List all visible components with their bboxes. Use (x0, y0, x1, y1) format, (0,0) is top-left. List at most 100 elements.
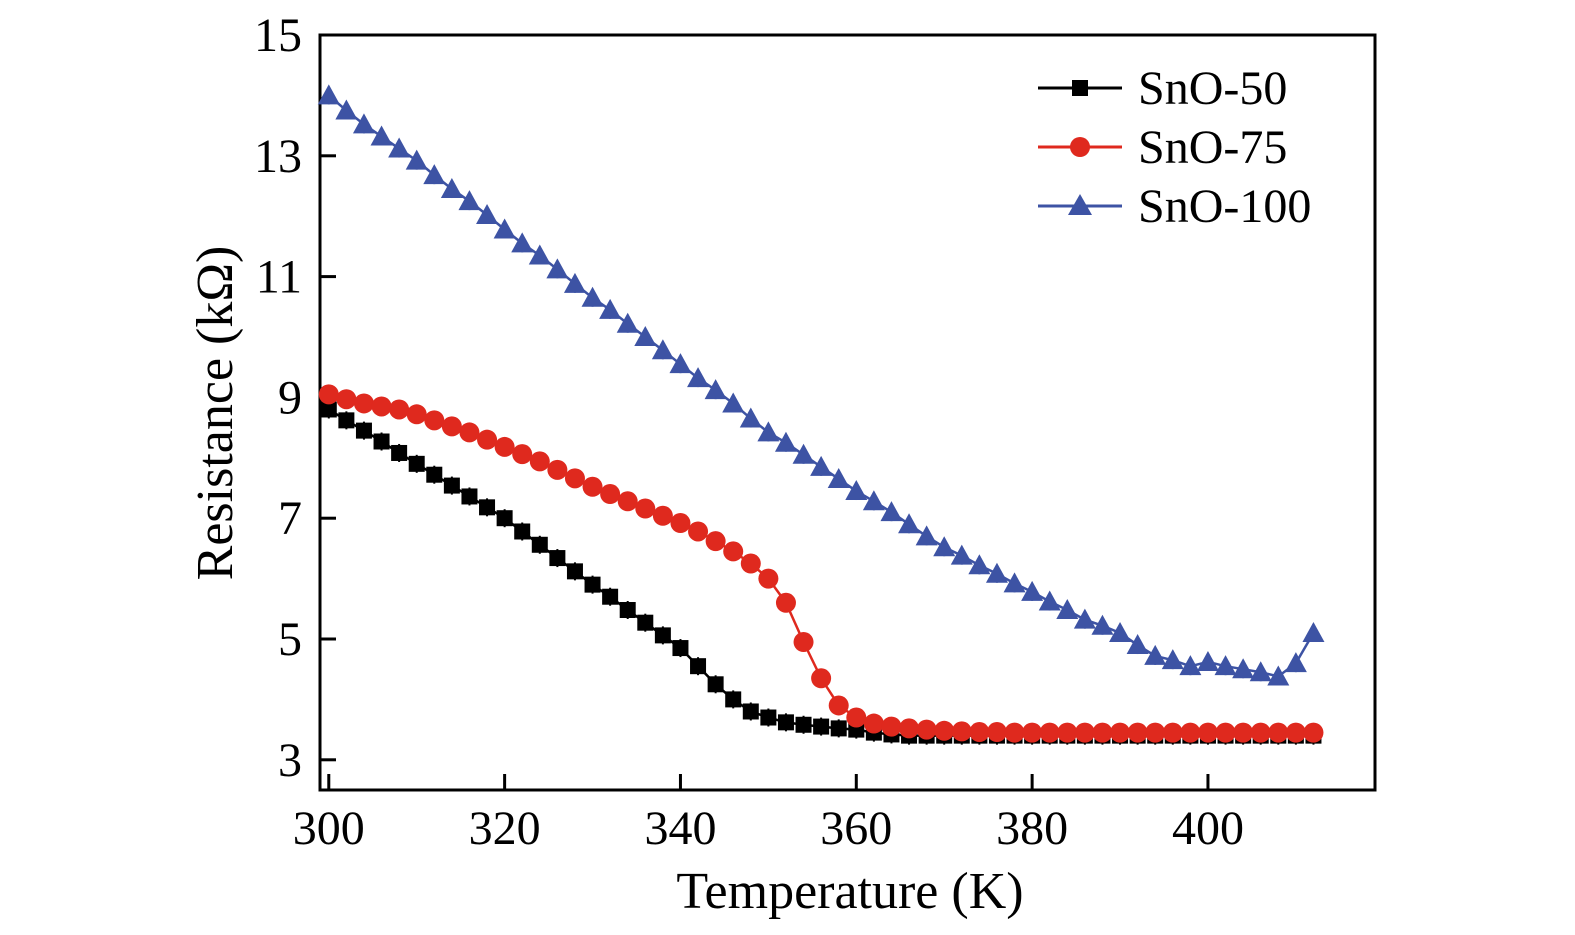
triangle-marker-icon (405, 149, 428, 170)
circle-marker-icon (986, 722, 1007, 743)
legend-item-sno-75: SnO-75 (1038, 121, 1287, 174)
square-marker-icon (619, 602, 636, 619)
square-marker-icon (461, 488, 478, 505)
circle-marker-icon (951, 721, 972, 742)
circle-marker-icon (1285, 722, 1306, 743)
legend-item-sno-50: SnO-50 (1038, 62, 1287, 115)
triangle-marker-icon (687, 367, 710, 388)
square-marker-icon (690, 658, 707, 675)
circle-marker-icon (1250, 722, 1271, 743)
circle-marker-icon (336, 389, 357, 410)
triangle-marker-icon (1284, 652, 1307, 673)
circle-marker-icon (670, 513, 691, 534)
triangle-marker-icon (915, 525, 938, 546)
circle-marker-icon (1162, 722, 1183, 743)
circle-marker-icon (705, 531, 726, 552)
triangle-marker-icon (511, 232, 534, 253)
circle-marker-icon (494, 436, 515, 457)
triangle-marker-icon (528, 244, 551, 265)
triangle-marker-icon (1021, 580, 1044, 601)
circle-marker-icon (459, 422, 480, 443)
triangle-marker-icon (1003, 572, 1026, 593)
circle-marker-icon (406, 404, 427, 425)
circle-marker-icon (688, 521, 709, 542)
triangle-marker-icon (1144, 644, 1167, 665)
legend-label-sno-100: SnO-100 (1138, 180, 1311, 233)
triangle-marker-icon (651, 339, 674, 360)
square-marker-icon (637, 614, 654, 631)
x-tick-label: 320 (469, 802, 541, 855)
y-tick-label: 15 (254, 9, 302, 62)
circle-marker-icon (846, 707, 867, 728)
square-marker-icon (549, 550, 566, 567)
triangle-marker-icon (669, 353, 692, 374)
circle-marker-icon (811, 668, 832, 689)
circle-marker-icon (863, 713, 884, 734)
square-marker-icon (496, 510, 513, 527)
legend-square-marker-icon (1072, 80, 1088, 96)
square-marker-icon (391, 444, 408, 461)
circle-marker-icon (881, 716, 902, 737)
circle-marker-icon (600, 484, 621, 505)
square-marker-icon (707, 676, 724, 693)
triangle-marker-icon (950, 544, 973, 565)
triangle-marker-icon (1232, 658, 1255, 679)
x-tick-label: 340 (644, 802, 716, 855)
triangle-marker-icon (1056, 599, 1079, 620)
circle-marker-icon (1145, 722, 1166, 743)
square-marker-icon (602, 588, 619, 605)
circle-marker-icon (1074, 722, 1095, 743)
triangle-marker-icon (581, 286, 604, 307)
legend-circle-marker-icon (1070, 137, 1090, 157)
square-marker-icon (830, 720, 847, 737)
triangle-marker-icon (774, 431, 797, 452)
square-marker-icon (443, 477, 460, 494)
square-marker-icon (672, 640, 689, 657)
square-marker-icon (373, 433, 390, 450)
circle-marker-icon (318, 384, 339, 405)
triangle-marker-icon (968, 554, 991, 575)
triangle-marker-icon (1126, 634, 1149, 655)
triangle-marker-icon (599, 298, 622, 319)
circle-marker-icon (828, 695, 849, 716)
y-tick-label: 3 (278, 734, 302, 787)
circle-marker-icon (1039, 722, 1060, 743)
triangle-marker-icon (476, 203, 499, 224)
circle-marker-icon (1268, 722, 1289, 743)
triangle-marker-icon (1038, 590, 1061, 611)
triangle-marker-icon (370, 125, 393, 146)
circle-marker-icon (512, 444, 533, 465)
square-marker-icon (777, 714, 794, 731)
circle-marker-icon (934, 720, 955, 741)
circle-marker-icon (1092, 722, 1113, 743)
square-marker-icon (479, 499, 496, 516)
circle-marker-icon (424, 410, 445, 431)
triangle-marker-icon (827, 467, 850, 488)
x-tick-label: 380 (996, 802, 1068, 855)
triangle-marker-icon (792, 443, 815, 464)
circle-marker-icon (529, 451, 550, 472)
y-tick-label: 7 (278, 492, 302, 545)
series-SnO-50 (320, 400, 1322, 745)
x-tick-label: 300 (293, 802, 365, 855)
triangle-marker-icon (1109, 621, 1132, 642)
triangle-marker-icon (458, 190, 481, 211)
circle-marker-icon (635, 498, 656, 519)
triangle-marker-icon (722, 392, 745, 413)
circle-marker-icon (477, 429, 498, 450)
circle-marker-icon (740, 553, 761, 574)
triangle-marker-icon (563, 272, 586, 293)
circle-marker-icon (969, 722, 990, 743)
circle-marker-icon (441, 416, 462, 437)
circle-marker-icon (652, 505, 673, 526)
triangle-marker-icon (845, 480, 868, 501)
legend-label-sno-50: SnO-50 (1138, 62, 1287, 115)
square-marker-icon (426, 466, 443, 483)
square-marker-icon (760, 709, 777, 726)
triangle-marker-icon (898, 513, 921, 534)
plot-border (318, 33, 1377, 792)
square-marker-icon (355, 422, 372, 439)
square-marker-icon (725, 691, 742, 708)
circle-marker-icon (1197, 722, 1218, 743)
